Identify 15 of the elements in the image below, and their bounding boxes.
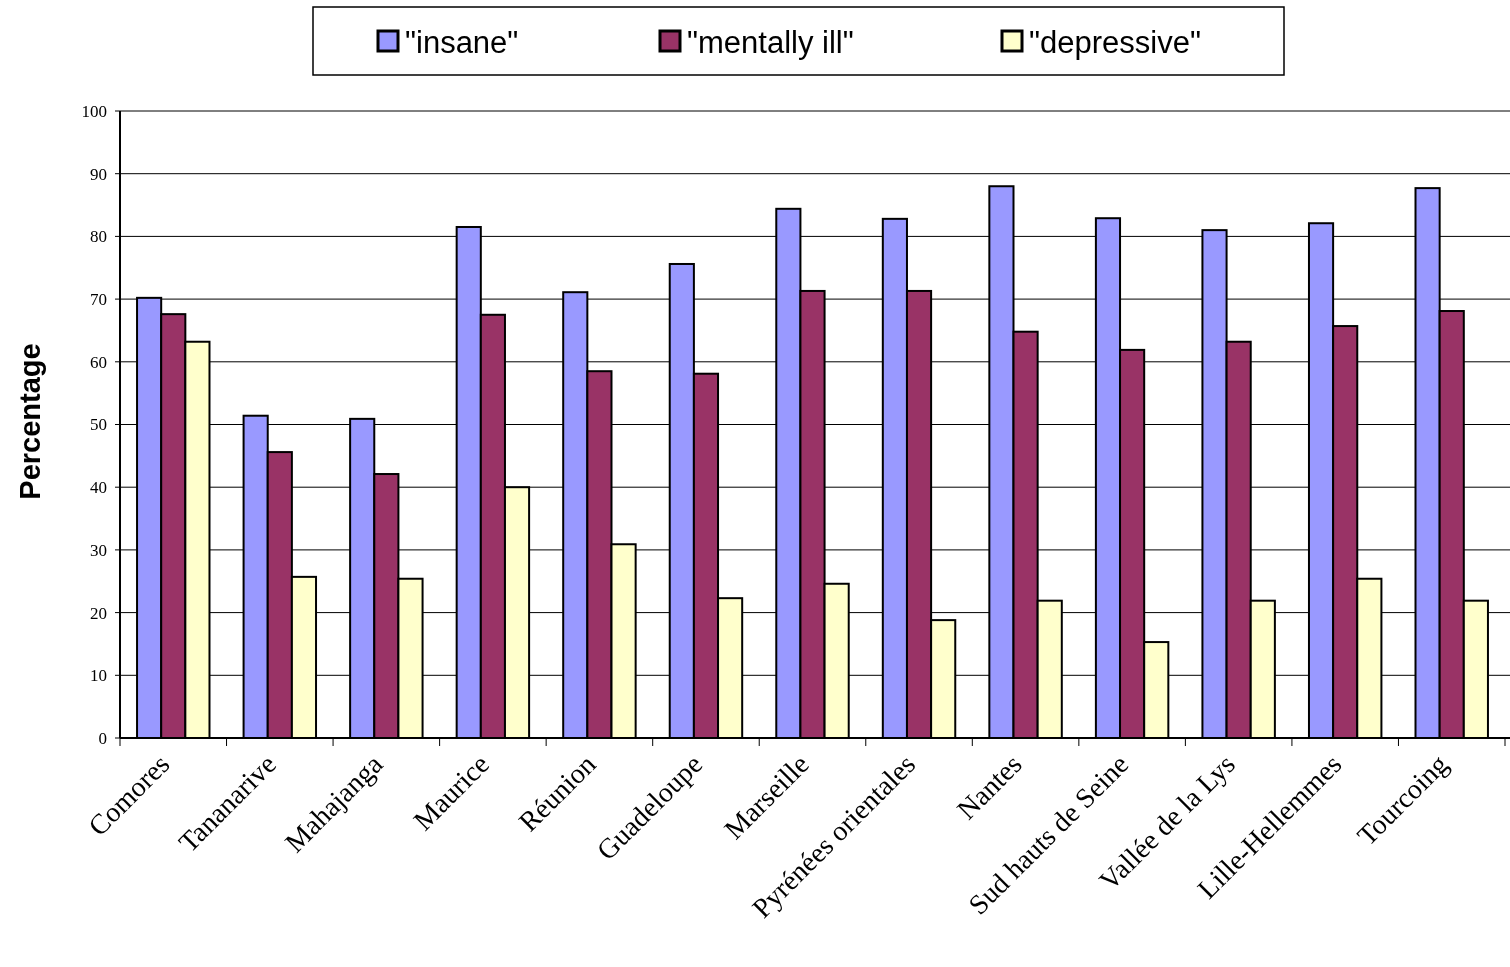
y-tick-label: 30: [90, 540, 107, 560]
y-tick-label: 80: [90, 227, 107, 247]
y-tick-label: 20: [90, 603, 107, 623]
y-tick-label: 40: [90, 478, 107, 498]
y-tick-label: 50: [90, 415, 107, 435]
legend-label: "mentally ill": [687, 25, 854, 60]
y-tick-label: 10: [90, 666, 107, 686]
y-tick-label: 0: [98, 728, 107, 748]
y-tick-label: 60: [90, 352, 107, 372]
legend-label: "depressive": [1029, 25, 1201, 60]
y-tick-label: 90: [90, 164, 107, 184]
y-tick-label: 70: [90, 290, 107, 310]
y-axis-title: Percentage: [14, 343, 46, 500]
legend-label: "insane": [405, 25, 519, 60]
y-tick-label: 100: [81, 101, 107, 121]
